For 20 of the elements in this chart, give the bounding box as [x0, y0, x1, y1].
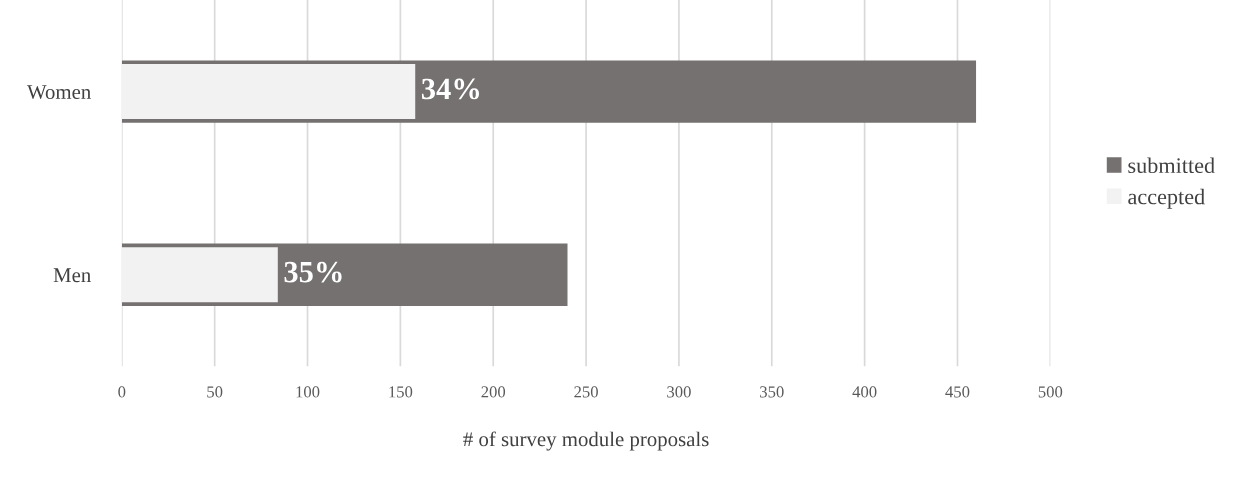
legend-label: submitted [1128, 157, 1215, 174]
x-tick-label: 100 [296, 386, 320, 398]
legend-label: accepted [1128, 188, 1205, 209]
x-tick-label: 350 [760, 386, 784, 398]
y-tick-label: Women [26, 85, 91, 100]
bar [121, 247, 278, 303]
x-tick-label: 200 [481, 386, 506, 398]
x-tick-label: 400 [852, 386, 877, 398]
x-tick-label: 50 [207, 386, 223, 398]
bar [121, 64, 416, 120]
x-tick-label: 500 [1038, 386, 1063, 398]
annotation: 34% [421, 78, 480, 100]
x-tick-label: 250 [574, 386, 598, 398]
x-tick-label: 0 [118, 386, 126, 398]
x-axis-title: # of survey module proposals [463, 431, 709, 451]
y-tick-label: Men [53, 268, 91, 283]
x-tick-label: 150 [389, 386, 413, 398]
x-tick-label: 300 [667, 386, 691, 398]
x-tick-label: 450 [945, 386, 970, 398]
annotation: 35% [284, 261, 342, 283]
